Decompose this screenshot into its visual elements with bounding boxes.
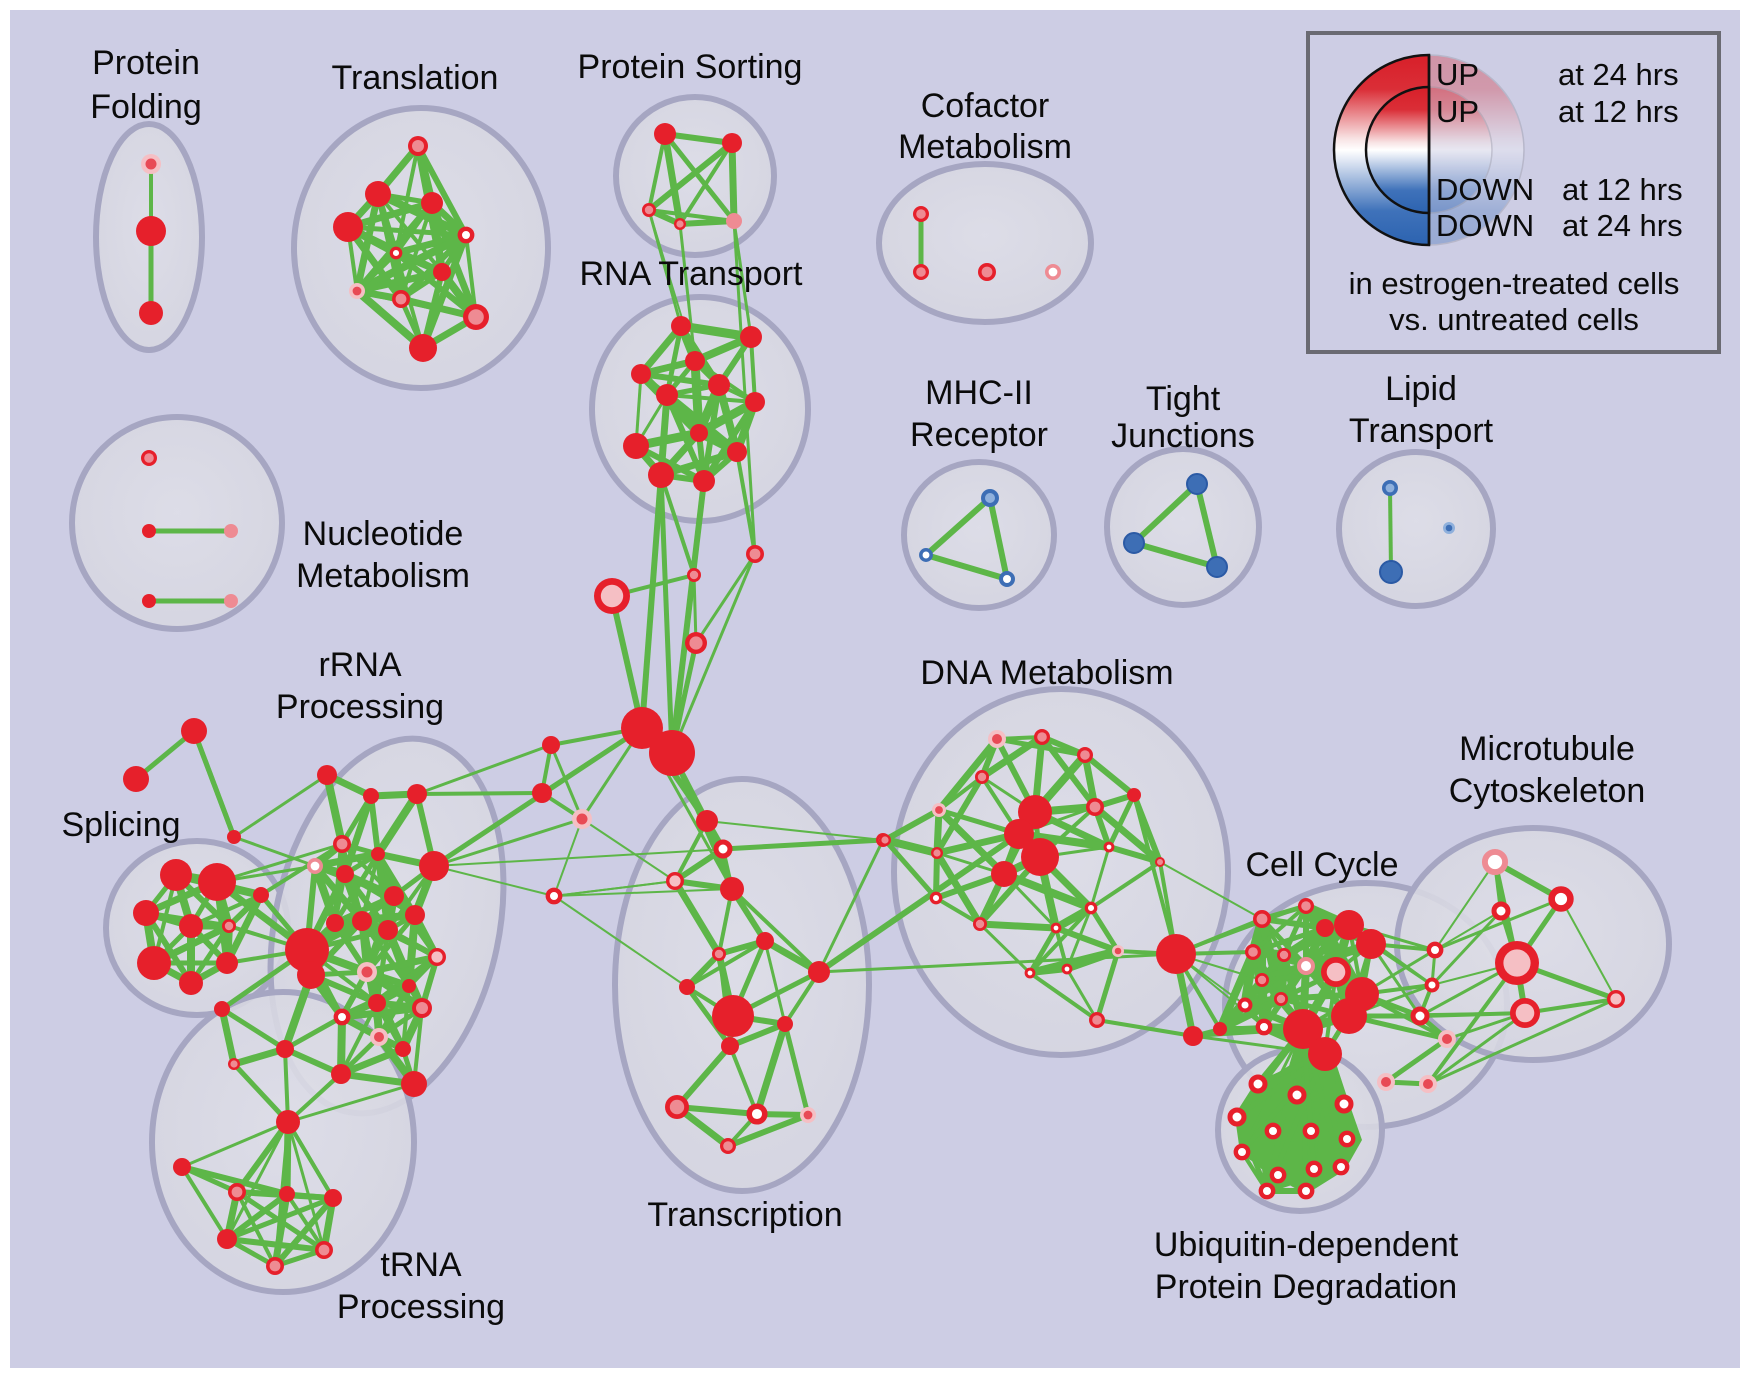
svg-text:at 24 hrs: at 24 hrs [1558,57,1679,92]
svg-text:Folding: Folding [90,88,202,126]
svg-text:Lipid: Lipid [1385,370,1457,408]
svg-text:Tight: Tight [1146,380,1221,418]
svg-text:Splicing: Splicing [61,806,180,844]
svg-text:Ubiquitin-dependent: Ubiquitin-dependent [1154,1226,1459,1264]
svg-text:vs. untreated cells: vs. untreated cells [1389,302,1639,337]
svg-text:tRNA: tRNA [380,1246,462,1284]
svg-text:Cell Cycle: Cell Cycle [1245,846,1398,884]
svg-text:Metabolism: Metabolism [296,557,470,595]
svg-text:Nucleotide: Nucleotide [303,515,464,553]
svg-text:Microtubule: Microtubule [1459,730,1635,768]
svg-text:Transport: Transport [1349,412,1494,450]
svg-text:in estrogen-treated cells: in estrogen-treated cells [1349,266,1680,301]
svg-text:UP: UP [1436,94,1479,129]
svg-text:Cytoskeleton: Cytoskeleton [1449,772,1646,810]
svg-text:Processing: Processing [337,1288,505,1326]
svg-text:DNA Metabolism: DNA Metabolism [920,654,1173,692]
svg-text:Protein: Protein [92,44,200,82]
svg-text:MHC-II: MHC-II [925,374,1033,412]
svg-text:Processing: Processing [276,688,444,726]
svg-text:Transcription: Transcription [647,1196,842,1234]
svg-text:DOWN: DOWN [1436,172,1534,207]
svg-text:rRNA: rRNA [318,646,401,684]
svg-text:RNA Transport: RNA Transport [580,255,804,293]
svg-text:at 12 hrs: at 12 hrs [1558,94,1679,129]
svg-text:Protein Sorting: Protein Sorting [578,48,803,86]
svg-text:Translation: Translation [332,59,499,97]
svg-text:at 12 hrs: at 12 hrs [1562,172,1683,207]
svg-text:Metabolism: Metabolism [898,128,1072,166]
svg-text:UP: UP [1436,57,1479,92]
svg-text:at 24 hrs: at 24 hrs [1562,208,1683,243]
svg-text:Cofactor: Cofactor [921,87,1050,125]
svg-text:Protein Degradation: Protein Degradation [1155,1268,1457,1306]
svg-text:Receptor: Receptor [910,416,1048,454]
svg-text:Junctions: Junctions [1111,417,1255,455]
svg-text:DOWN: DOWN [1436,208,1534,243]
